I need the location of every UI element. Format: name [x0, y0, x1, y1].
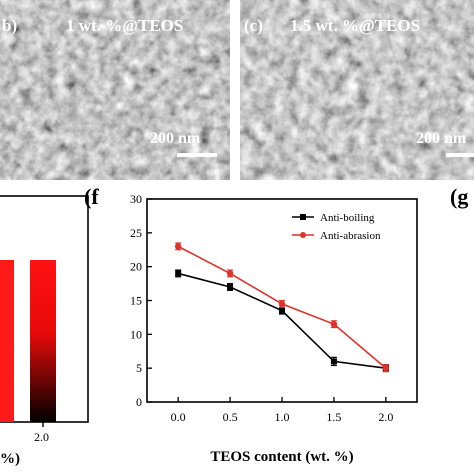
panel-e-tick-label: 2.0 — [34, 430, 49, 444]
panel-e-graphics — [0, 195, 89, 427]
panel-c-scale-text: 200 nm — [416, 130, 467, 147]
legend-marker-anti-boiling — [300, 214, 306, 220]
sem-image-c: (c) 1.5 wt. %@TEOS 200 nm — [240, 0, 474, 180]
y-tick-label-25: 25 — [130, 226, 142, 240]
x-tick-label-1.0: 1.0 — [275, 410, 290, 424]
sem-texture-c — [240, 0, 474, 180]
y-tick-label-5: 5 — [136, 361, 142, 375]
panel-e-axis-label-fragment: %) — [0, 451, 20, 467]
panel-c-caption: 1.5 wt. %@TEOS — [290, 16, 421, 35]
x-tick-label-0.5: 0.5 — [223, 410, 238, 424]
sem-image-b: b) 1 wt. %@TEOS 200 nm — [0, 0, 230, 180]
data-point-anti-boiling-0 — [175, 270, 182, 277]
series-line-anti-abrasion — [177, 245, 387, 369]
y-tick-label-15: 15 — [130, 294, 142, 308]
x-axis-label: TEOS content (wt. %) — [210, 449, 353, 465]
plot-frame — [146, 198, 418, 403]
y-tick-label-20: 20 — [130, 260, 142, 274]
series-line-anti-boiling — [177, 272, 386, 369]
sem-texture-b — [0, 0, 230, 180]
legend-marker-anti-abrasion — [300, 232, 306, 238]
data-point-anti-abrasion-1 — [226, 270, 234, 277]
panel-e-bar-2.0 — [30, 260, 56, 422]
panel-e-bar-left — [0, 260, 14, 422]
panel-b-scale-text: 200 nm — [150, 130, 201, 147]
x-tick-label-0.0: 0.0 — [171, 410, 186, 424]
data-point-anti-boiling-4 — [382, 365, 389, 372]
data-point-anti-abrasion-4 — [382, 364, 390, 372]
panel-e: 2.0 %) — [0, 186, 110, 474]
data-point-anti-abrasion-0 — [174, 243, 182, 250]
panel-b-scale-bar — [177, 153, 217, 157]
panel-b-caption: 1 wt. %@TEOS — [66, 16, 184, 35]
legend-label-anti-abrasion: Anti-abrasion — [320, 230, 381, 242]
y-tick-label-10: 10 — [130, 327, 142, 341]
x-tick-label-1.5: 1.5 — [326, 410, 341, 424]
panel-c-scale-bar — [446, 153, 474, 157]
data-point-anti-abrasion-3 — [330, 320, 338, 328]
data-point-anti-boiling-1 — [227, 283, 234, 290]
y-tick-label-30: 30 — [130, 192, 142, 206]
data-point-anti-boiling-2 — [279, 307, 285, 314]
panel-f-tag: (f — [84, 184, 99, 209]
panel-b-tag: b) — [2, 16, 18, 35]
legend-label-anti-boiling: Anti-boiling — [320, 212, 375, 224]
panel-c-tag: (c) — [244, 16, 263, 35]
panel-g-tag: (g — [450, 184, 469, 209]
data-point-anti-boiling-3 — [330, 358, 337, 365]
data-point-anti-abrasion-2 — [278, 300, 286, 308]
x-tick-label-2.0: 2.0 — [378, 410, 393, 424]
y-tick-label-0: 0 — [136, 395, 142, 409]
